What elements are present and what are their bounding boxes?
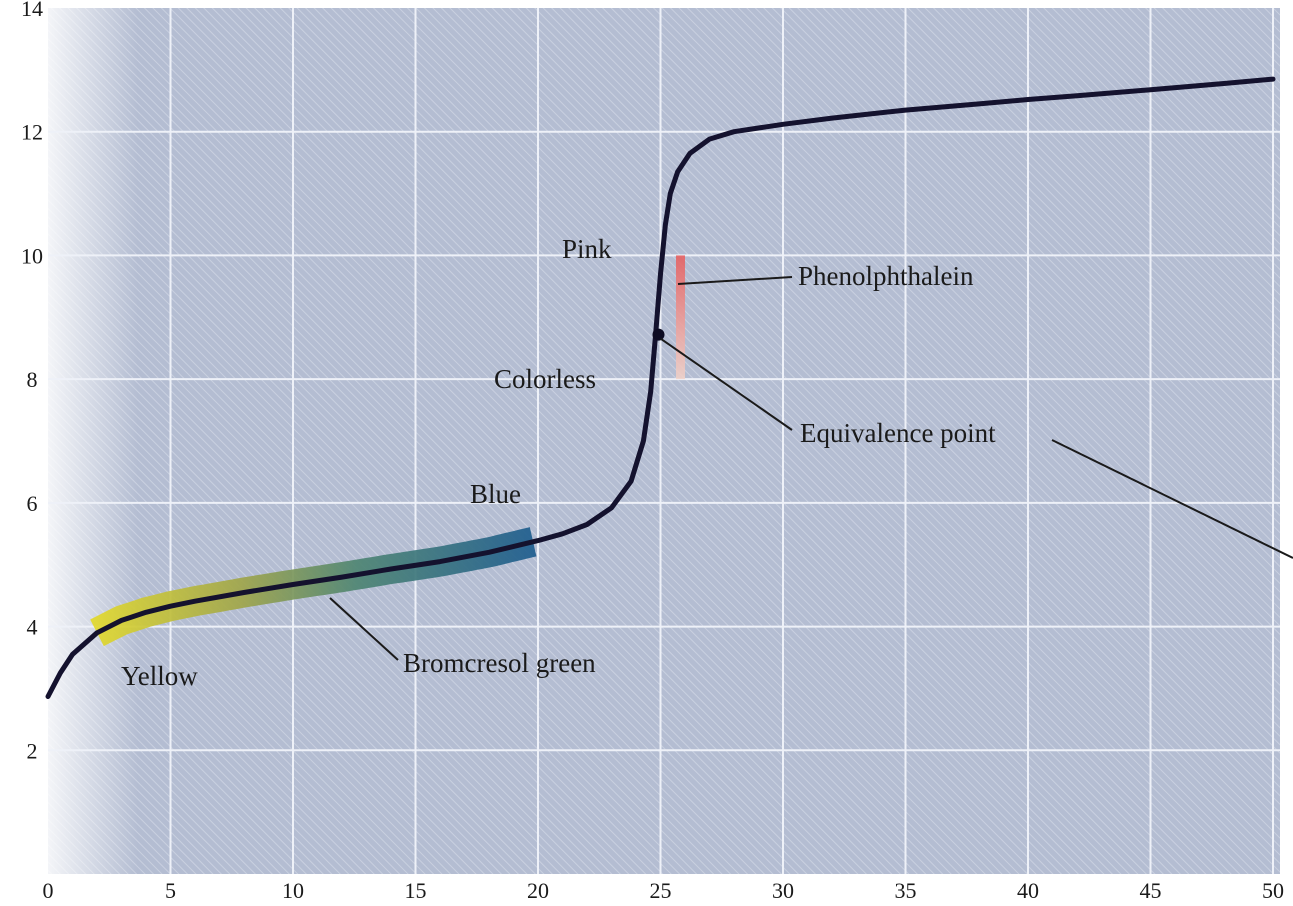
x-tick-label: 15 (405, 878, 427, 903)
equivalence-leader (659, 337, 793, 431)
x-tick-label: 10 (282, 878, 304, 903)
y-axis-ticks: 2 4 6 8 10 12 14 (21, 0, 43, 763)
x-tick-label: 0 (43, 878, 54, 903)
plot-background (48, 8, 1280, 874)
pink-label: Pink (562, 234, 612, 264)
y-tick-label: 14 (21, 0, 43, 21)
plot-area (48, 8, 1280, 874)
x-tick-label: 25 (650, 878, 672, 903)
bromcresol-leader (329, 597, 399, 661)
equivalence-point-marker (652, 328, 665, 341)
y-tick-label: 6 (27, 491, 38, 516)
equivalence-point-label: Equivalence point (800, 418, 996, 448)
y-tick-label: 2 (27, 738, 38, 763)
annotations: Pink Colorless Phenolphthalein Equivalen… (121, 234, 996, 691)
phenolphthalein-band (676, 255, 685, 380)
colorless-label: Colorless (494, 364, 596, 394)
y-tick-label: 4 (27, 615, 38, 640)
blue-label: Blue (470, 479, 521, 509)
y-tick-label: 12 (21, 120, 43, 145)
grid-lines (48, 8, 1280, 874)
x-tick-label: 50 (1262, 878, 1284, 903)
leader-lines (329, 276, 1293, 661)
titration-curve (45, 76, 1276, 699)
bromcresol-green-label: Bromcresol green (403, 648, 596, 678)
left-fade (48, 8, 138, 874)
x-tick-label: 35 (895, 878, 917, 903)
x-axis-ticks: 0 5 10 15 20 25 30 35 40 45 50 (43, 878, 1285, 903)
phenolphthalein-leader (677, 276, 793, 285)
x-tick-label: 5 (165, 878, 176, 903)
x-tick-label: 30 (772, 878, 794, 903)
x-tick-label: 20 (527, 878, 549, 903)
x-tick-label: 45 (1140, 878, 1162, 903)
y-tick-label: 8 (27, 367, 38, 392)
yellow-label: Yellow (121, 661, 198, 691)
x-tick-label: 40 (1017, 878, 1039, 903)
y-tick-label: 10 (21, 243, 43, 268)
equivalence-extension-leader (1051, 439, 1293, 559)
phenolphthalein-label: Phenolphthalein (798, 261, 974, 291)
